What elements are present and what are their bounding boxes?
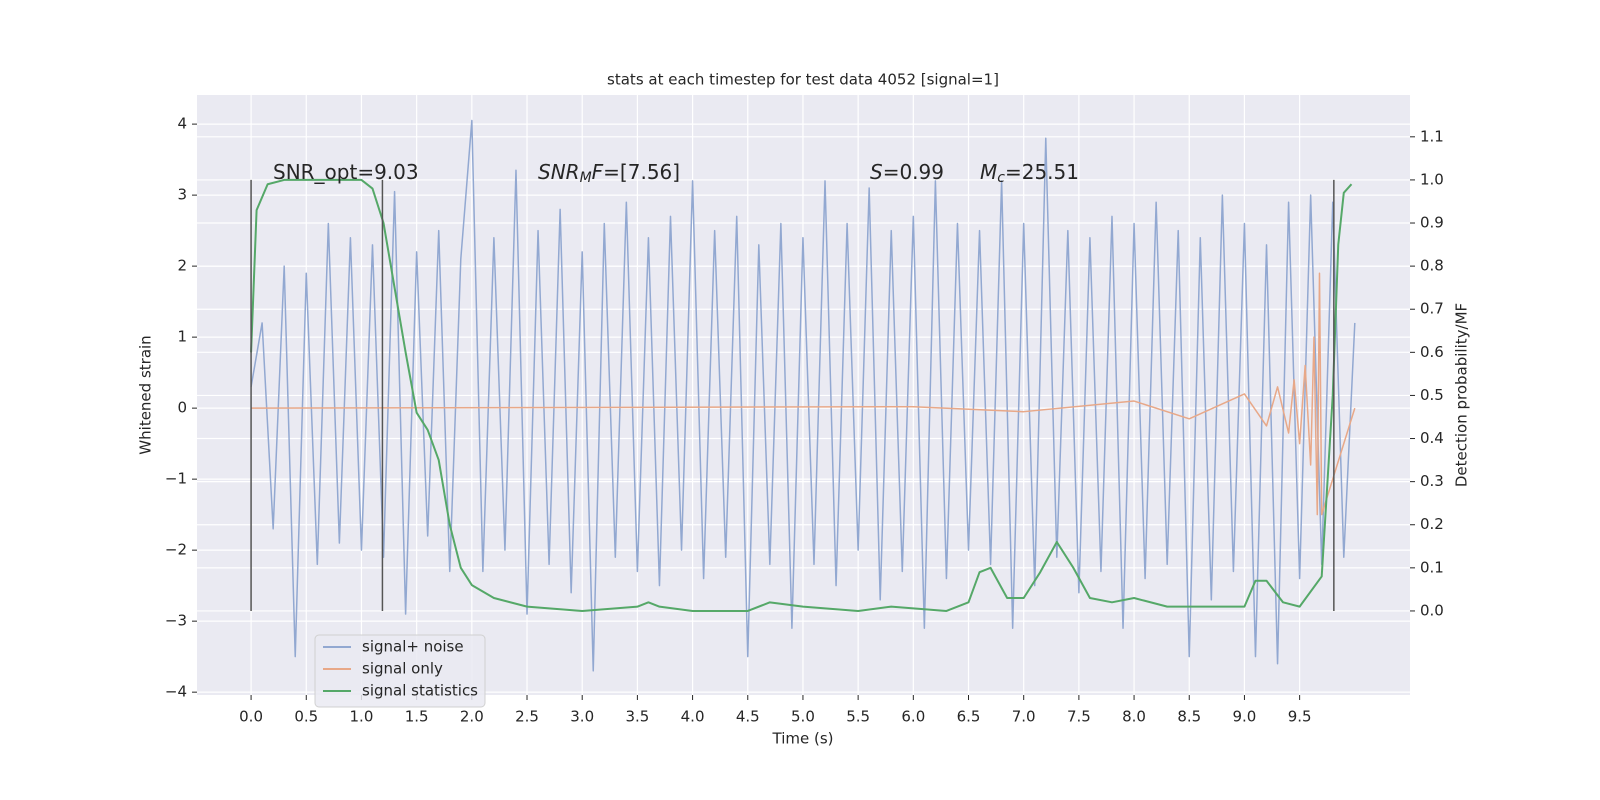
x-tick-label: 8.5 — [1177, 708, 1201, 726]
y2-axis-label: Detection probability/MF — [1453, 303, 1471, 487]
legend-label: signal statistics — [362, 682, 478, 700]
x-tick-label: 1.0 — [350, 708, 374, 726]
x-tick-label: 5.0 — [791, 708, 815, 726]
x-tick-label: 0.5 — [294, 708, 318, 726]
y-tick-label: −2 — [165, 541, 187, 559]
y-axis-label: Whitened strain — [137, 335, 155, 454]
chart-title: stats at each timestep for test data 405… — [607, 71, 999, 89]
y2-tick-label: 0.9 — [1420, 214, 1444, 232]
x-tick-label: 7.0 — [1012, 708, 1036, 726]
y-tick-label: 4 — [177, 115, 187, 133]
annotation: SNR_opt=9.03 — [273, 160, 419, 184]
y-tick-label: 1 — [177, 328, 187, 346]
annotation-part: SNR — [538, 160, 580, 184]
legend-label: signal only — [362, 660, 443, 678]
x-tick-label: 3.0 — [570, 708, 594, 726]
legend-box — [314, 634, 486, 708]
x-tick-label: 2.5 — [515, 708, 539, 726]
legend-label: signal+ noise — [362, 638, 464, 656]
x-tick-label: 7.5 — [1067, 708, 1091, 726]
y2-tick-label: 1.1 — [1420, 127, 1444, 145]
series-line — [250, 119, 1356, 672]
x-tick-label: 6.5 — [957, 708, 981, 726]
x-tick-label: 6.0 — [901, 708, 925, 726]
y2-tick-label: 0.8 — [1420, 257, 1444, 275]
annotation-part: =0.99 — [883, 160, 944, 184]
series-line — [250, 178, 1353, 612]
y2-tick-label: 0.5 — [1420, 386, 1444, 404]
y2-tick-label: 1.0 — [1420, 170, 1444, 188]
y2-tick-label: 0.3 — [1420, 472, 1444, 490]
x-axis-label: Time (s) — [772, 730, 834, 748]
annotation-part: SNR_opt=9.03 — [273, 160, 419, 184]
y-tick-label: 2 — [177, 257, 187, 275]
annotation-part: M — [580, 170, 592, 186]
x-tick-label: 9.0 — [1233, 708, 1257, 726]
annotation: S=0.99 — [870, 160, 944, 184]
y2-tick-label: 0.7 — [1420, 300, 1444, 318]
y2-tick-label: 0.0 — [1420, 601, 1444, 619]
series-line — [251, 272, 1356, 516]
x-tick-label: 1.5 — [405, 708, 429, 726]
y2-tick-label: 0.6 — [1420, 343, 1444, 361]
annotation-part: F — [592, 160, 604, 184]
annotation-part: S — [870, 160, 883, 184]
y2-tick-label: 0.1 — [1420, 558, 1444, 576]
annotation-part: c — [997, 170, 1005, 186]
x-tick-label: 4.0 — [681, 708, 705, 726]
y2-tick-label: 0.2 — [1420, 515, 1444, 533]
annotation: Mc=25.51 — [980, 160, 1079, 187]
y2-tick-label: 0.4 — [1420, 429, 1444, 447]
x-tick-label: 8.0 — [1122, 708, 1146, 726]
x-tick-label: 0.0 — [239, 708, 263, 726]
y-tick-label: −4 — [165, 683, 187, 701]
annotation: SNRMF=[7.56] — [538, 160, 680, 187]
y-tick-label: 0 — [177, 399, 187, 417]
annotation-part: M — [980, 160, 997, 184]
x-tick-label: 9.5 — [1288, 708, 1312, 726]
annotation-part: =25.51 — [1005, 160, 1079, 184]
x-tick-label: 2.0 — [460, 708, 484, 726]
y-tick-label: 3 — [177, 186, 187, 204]
x-tick-label: 5.5 — [846, 708, 870, 726]
y-tick-label: −3 — [165, 612, 187, 630]
annotation-part: =[7.56] — [603, 160, 680, 184]
x-tick-label: 4.5 — [736, 708, 760, 726]
x-tick-label: 3.5 — [625, 708, 649, 726]
y-tick-label: −1 — [165, 470, 187, 488]
